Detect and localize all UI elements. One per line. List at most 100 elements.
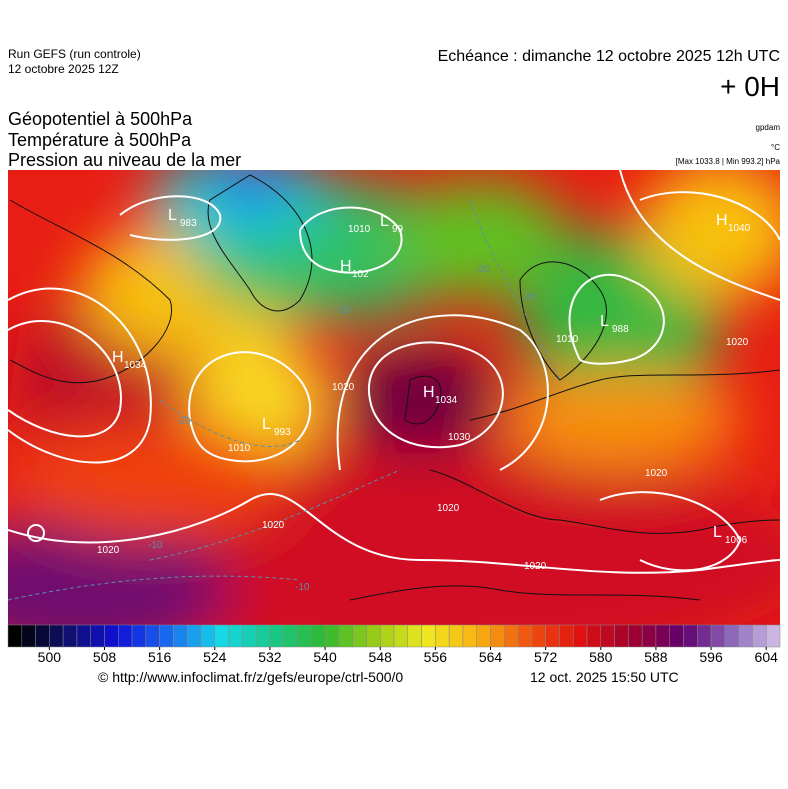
colorbar-tick-label: 508 xyxy=(93,649,117,665)
colorbar-cell xyxy=(104,624,119,648)
height-contours xyxy=(8,170,780,574)
colorbar-cell xyxy=(35,624,50,648)
colorbar-tick-label: 564 xyxy=(479,649,503,665)
closed-contour xyxy=(27,524,45,542)
isobar-label: 1020 xyxy=(437,503,460,514)
colorbar-tick-label: 540 xyxy=(313,649,337,665)
unit: °C xyxy=(771,143,780,152)
render-date: 12 oct. 2025 15:50 UTC xyxy=(530,669,679,685)
temperature-label: -20 xyxy=(522,292,537,303)
colorbar-cell xyxy=(379,624,395,648)
field-name: Température à 500hPa xyxy=(8,130,192,150)
colorbar-cell xyxy=(462,624,477,648)
colorbar-cell xyxy=(765,624,781,648)
colorbar-cell xyxy=(683,624,698,648)
colorbar-tick-label: 596 xyxy=(699,649,723,665)
isobar-label: 1010 xyxy=(228,443,251,454)
colorbar-cell xyxy=(186,624,202,648)
isobar-label: 1010 xyxy=(556,334,579,345)
isobar-label: 1030 xyxy=(448,432,471,443)
pressure-center: L xyxy=(600,313,609,330)
colorbar-cell xyxy=(628,624,643,648)
colorbar-cell xyxy=(421,624,436,648)
colorbar-cell xyxy=(352,624,367,648)
colorbar-cell xyxy=(21,624,36,648)
temperature-label: -20 xyxy=(336,305,351,316)
colorbar-cell xyxy=(393,624,409,648)
colorbar-cell xyxy=(214,624,229,648)
colorbar-cell xyxy=(228,624,243,648)
valid-time: Echéance : dimanche 12 octobre 2025 12h … xyxy=(438,48,780,65)
isobar-label: 1020 xyxy=(332,382,355,393)
isobar-label: 1010 xyxy=(348,224,371,235)
pressure-value: 1006 xyxy=(725,535,748,546)
pressure-center: L xyxy=(262,416,271,433)
field-name: Géopotentiel à 500hPa xyxy=(8,109,193,129)
source-credit: © http://www.infoclimat.fr/z/gefs/europe… xyxy=(98,669,403,685)
pressure-center: H xyxy=(716,212,728,229)
colorbar-cell xyxy=(49,624,64,648)
colorbar-cell xyxy=(62,624,78,648)
colorbar-cell xyxy=(76,624,91,648)
run-date: 12 octobre 2025 12Z xyxy=(8,62,119,76)
pressure-value: 99 xyxy=(392,224,404,235)
pressure-center: L xyxy=(713,524,722,541)
pressure-center: L xyxy=(168,207,177,224)
colorbar-tick-label: 588 xyxy=(644,649,668,665)
pressure-value: 102 xyxy=(352,269,369,280)
colorbar-tick-label: 532 xyxy=(258,649,282,665)
colorbar-cell xyxy=(600,624,615,648)
colorbar-tick-label: 580 xyxy=(589,649,613,665)
colorbar-tick-label: 556 xyxy=(424,649,448,665)
pressure-value: 988 xyxy=(612,324,629,335)
colorbar-tick-label: 548 xyxy=(369,649,393,665)
colorbar-cell xyxy=(145,624,160,648)
colorbar-cell xyxy=(159,624,174,648)
colorbar-cell xyxy=(545,624,560,648)
colorbar-cell xyxy=(118,624,133,648)
pressure-center: L xyxy=(380,213,389,230)
colorbar-cell xyxy=(490,624,505,648)
colorbar-cell xyxy=(338,624,353,648)
colorbar-cell xyxy=(669,624,684,648)
pressure-value: 1034 xyxy=(124,360,147,371)
unit: [Max 1033.8 | Min 993.2] hPa xyxy=(676,157,781,166)
colorbar-cell xyxy=(283,624,298,648)
isobar-label: 1020 xyxy=(524,561,547,572)
colorbar-cell xyxy=(531,624,546,648)
colorbar-cell xyxy=(559,624,574,648)
colorbar-cell xyxy=(297,624,312,648)
isobar-label: 1020 xyxy=(645,468,668,479)
colorbar-cell xyxy=(614,624,629,648)
colorbar-cell xyxy=(131,624,147,648)
colorbar-cell xyxy=(476,624,491,648)
pressure-center: H xyxy=(112,349,124,366)
colorbar-cell xyxy=(752,624,767,648)
colorbar-cell xyxy=(517,624,533,648)
colorbar-tick-label: 572 xyxy=(534,649,558,665)
temperature-label: -20 xyxy=(475,264,490,275)
temperature-label: -20 xyxy=(176,416,191,427)
pressure-center: H xyxy=(340,258,352,275)
colorbar-tick-label: 604 xyxy=(755,649,779,665)
colorbar-cell xyxy=(311,624,326,648)
coastlines xyxy=(9,174,780,601)
temperature-contours xyxy=(8,199,561,601)
pressure-value: 1040 xyxy=(728,223,751,234)
colorbar-cell xyxy=(269,624,284,648)
unit: gpdam xyxy=(756,123,781,132)
colorbar-cell xyxy=(7,624,23,648)
pressure-value: 983 xyxy=(180,218,197,229)
colorbar-cell xyxy=(200,624,216,648)
colorbar-cell xyxy=(435,624,450,648)
colorbar-tick-label: 516 xyxy=(148,649,172,665)
colorbar-cell xyxy=(242,624,257,648)
field-shading xyxy=(8,170,780,625)
colorbar-cell xyxy=(255,624,271,648)
colorbar-cell xyxy=(324,624,340,648)
isobar-label: 1020 xyxy=(97,545,120,556)
colorbar-cell xyxy=(173,624,188,648)
colorbar-cell xyxy=(504,624,519,648)
